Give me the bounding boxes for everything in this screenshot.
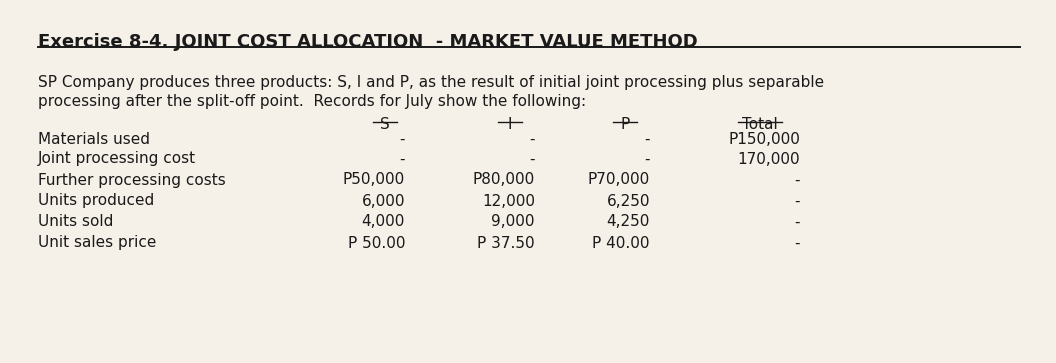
Text: Total: Total xyxy=(742,117,778,132)
Text: 6,250: 6,250 xyxy=(606,193,650,208)
Text: 9,000: 9,000 xyxy=(491,215,535,229)
Text: processing after the split-off point.  Records for July show the following:: processing after the split-off point. Re… xyxy=(38,94,586,109)
Text: -: - xyxy=(529,131,535,147)
Text: Exercise 8-4. JOINT COST ALLOCATION  - MARKET VALUE METHOD: Exercise 8-4. JOINT COST ALLOCATION - MA… xyxy=(38,33,698,51)
Text: 12,000: 12,000 xyxy=(482,193,535,208)
Text: P 50.00: P 50.00 xyxy=(347,236,406,250)
Text: -: - xyxy=(794,172,800,188)
Text: -: - xyxy=(399,131,406,147)
Text: P150,000: P150,000 xyxy=(729,131,800,147)
Text: -: - xyxy=(794,193,800,208)
Text: Units produced: Units produced xyxy=(38,193,154,208)
Text: Further processing costs: Further processing costs xyxy=(38,172,226,188)
Text: S: S xyxy=(380,117,390,132)
Text: 170,000: 170,000 xyxy=(737,151,800,167)
Text: -: - xyxy=(644,151,650,167)
Text: 4,250: 4,250 xyxy=(606,215,650,229)
Text: Unit sales price: Unit sales price xyxy=(38,236,156,250)
Text: P 40.00: P 40.00 xyxy=(592,236,650,250)
Text: P50,000: P50,000 xyxy=(343,172,406,188)
Text: I: I xyxy=(508,117,512,132)
Text: P: P xyxy=(620,117,629,132)
Text: -: - xyxy=(794,236,800,250)
Text: Joint processing cost: Joint processing cost xyxy=(38,151,196,167)
Text: P 37.50: P 37.50 xyxy=(477,236,535,250)
Text: Units sold: Units sold xyxy=(38,215,113,229)
Text: -: - xyxy=(529,151,535,167)
Text: P80,000: P80,000 xyxy=(473,172,535,188)
Text: 4,000: 4,000 xyxy=(361,215,406,229)
Text: SP Company produces three products: S, I and P, as the result of initial joint p: SP Company produces three products: S, I… xyxy=(38,75,824,90)
Text: 6,000: 6,000 xyxy=(361,193,406,208)
Text: P70,000: P70,000 xyxy=(588,172,650,188)
Text: -: - xyxy=(794,215,800,229)
Text: Materials used: Materials used xyxy=(38,131,150,147)
Text: -: - xyxy=(644,131,650,147)
Text: -: - xyxy=(399,151,406,167)
